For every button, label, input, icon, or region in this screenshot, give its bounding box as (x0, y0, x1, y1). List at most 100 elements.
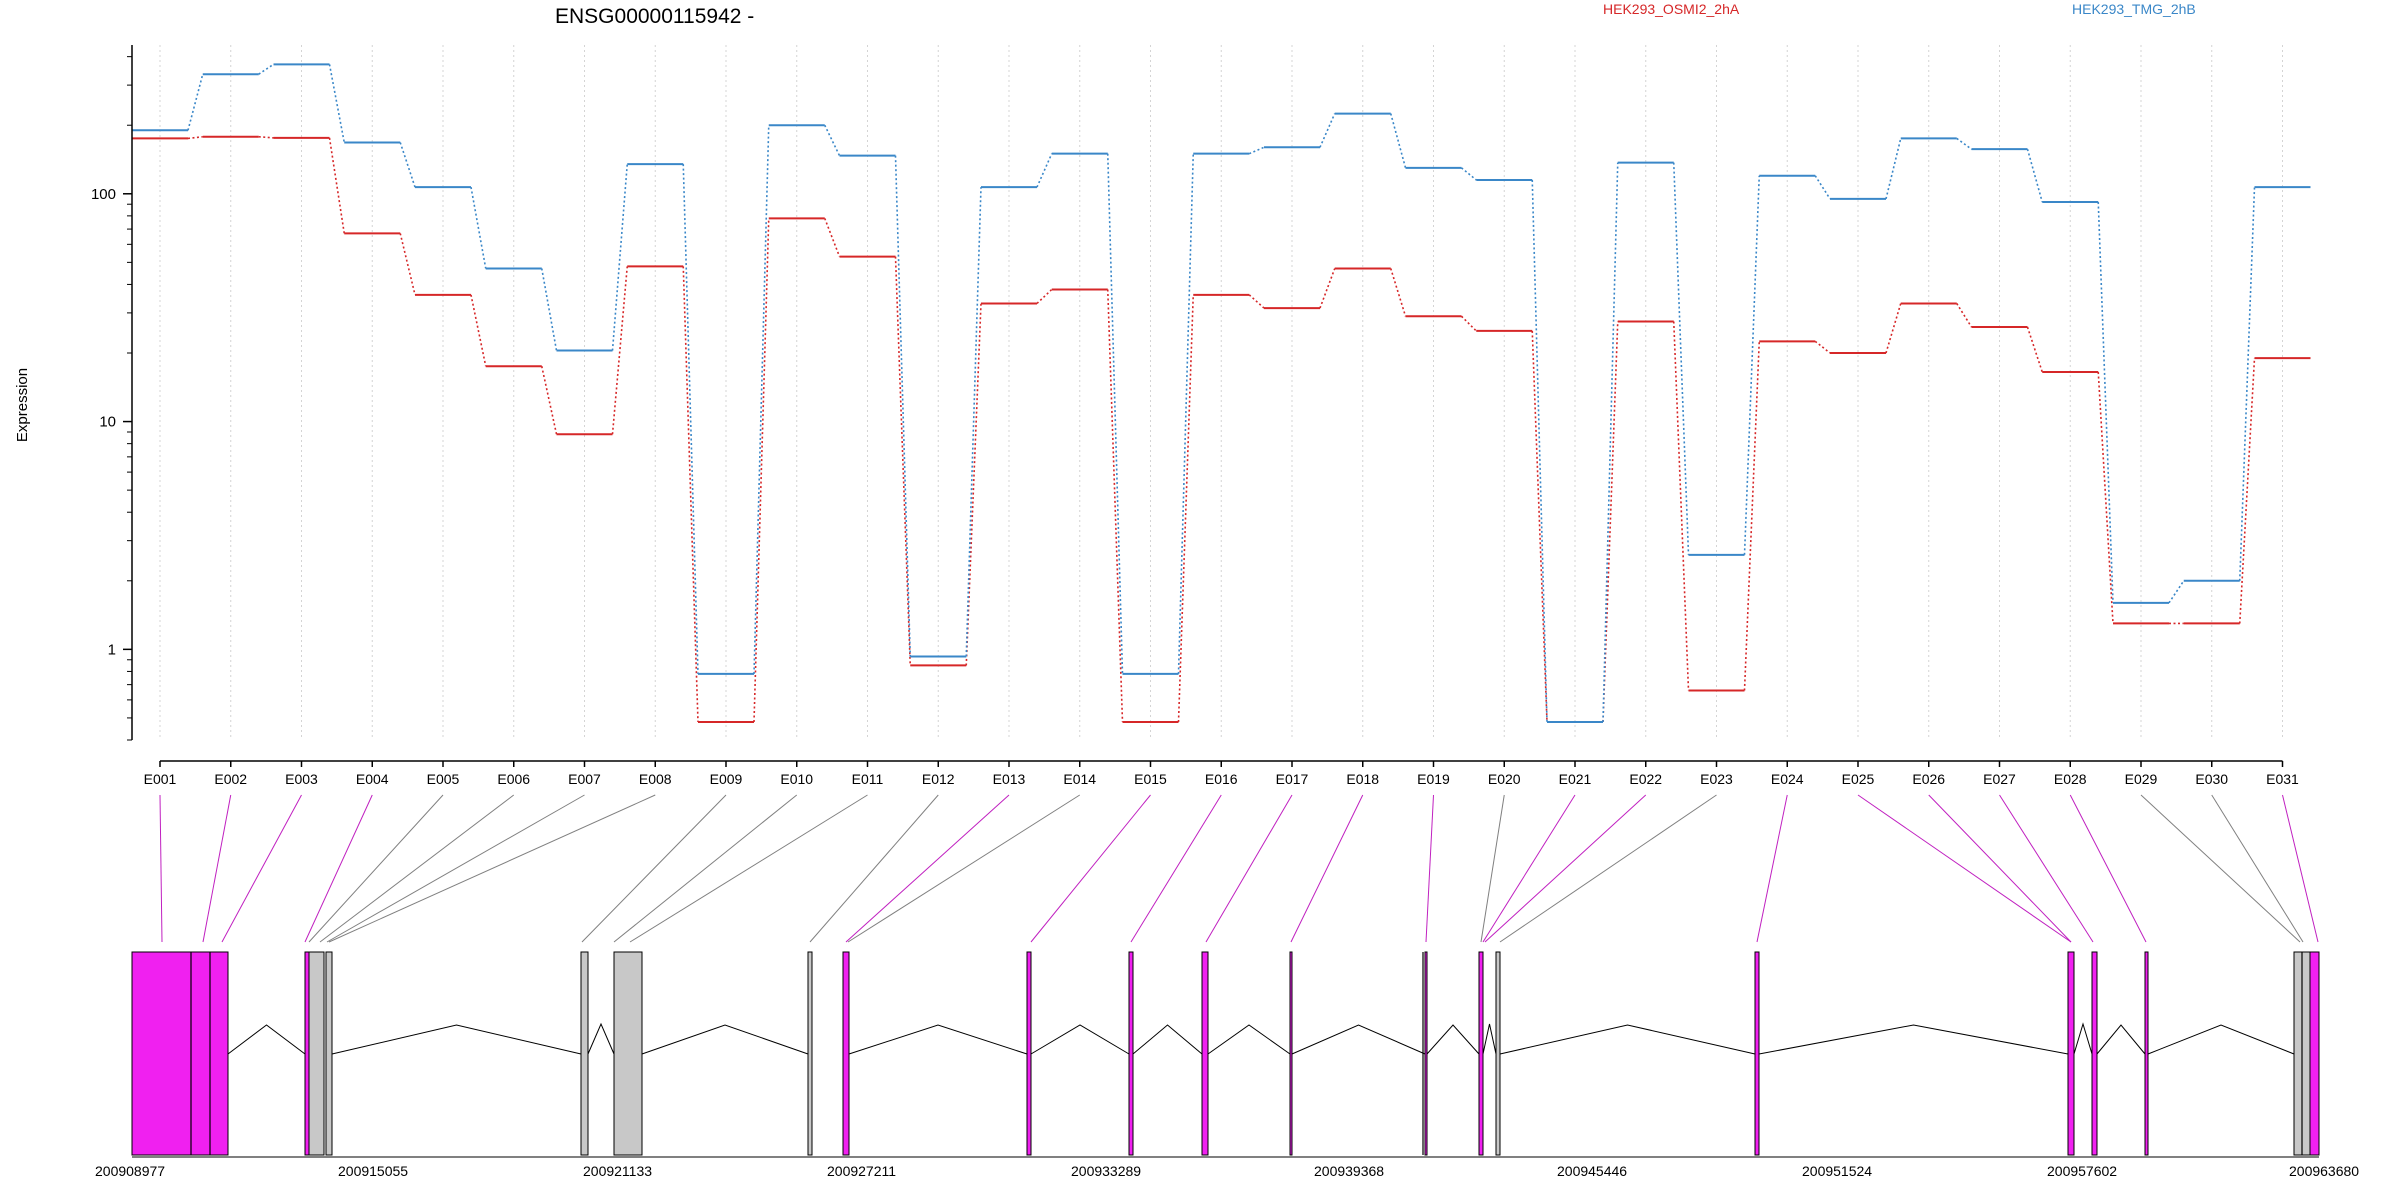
exon-block (131, 951, 229, 1156)
genomic-coordinate-label: 200908977 (95, 1163, 165, 1179)
exon-block (1201, 951, 1209, 1156)
intron-line (587, 1022, 615, 1055)
intron-line (331, 1024, 582, 1055)
x-tick-label: E008 (639, 771, 672, 787)
series-connector (1956, 303, 1973, 328)
exon-block (1026, 951, 1032, 1156)
intron-line (1426, 1024, 1480, 1055)
exon-link-line (2211, 794, 2304, 943)
series-connector (682, 266, 699, 722)
exon-block (807, 951, 813, 1156)
series-connector (824, 218, 841, 257)
exon-block (304, 951, 310, 1156)
x-tick-label: E009 (710, 771, 743, 787)
genomic-coordinate-label: 200951524 (1802, 1163, 1872, 1179)
axes: 1 10 100 E001 E002 E003 E004 E005 E006 E007 E008 E0… (91, 45, 2299, 787)
exon-link-line (1756, 794, 1788, 943)
x-tick-label: E006 (497, 771, 530, 787)
x-tick-label: E028 (2054, 771, 2087, 787)
x-tick-label: E020 (1488, 771, 1521, 787)
exon-connector-lines (159, 794, 2319, 943)
series-connector (1460, 315, 1477, 332)
exon-block (1128, 951, 1134, 1156)
series-connector (894, 155, 912, 657)
series-connector (1814, 340, 1831, 354)
exon-link-line (1499, 794, 1717, 943)
exon-block (2091, 951, 2098, 1156)
x-tick-label: E018 (1346, 771, 1379, 787)
plot-area (132, 63, 2311, 723)
genomic-coordinate-label: 200939368 (1314, 1163, 1384, 1179)
series-connector (1389, 268, 1407, 317)
legend-entry-series-b: HEK293_TMG_2hB (2072, 1, 2196, 17)
series-connector (1106, 153, 1124, 674)
series-connector (470, 186, 487, 269)
series-connector (753, 125, 770, 674)
exon-link-line (1484, 794, 1647, 943)
intron-line (1132, 1024, 1203, 1055)
series-connector (894, 256, 912, 666)
exon-link-line (2140, 794, 2301, 943)
series-connector (258, 63, 274, 75)
series-connector (1956, 137, 1972, 150)
series-connector (2097, 202, 2114, 603)
exon-block (580, 951, 589, 1156)
exon-link-line (308, 794, 444, 943)
intron-line (1030, 1024, 1130, 1055)
intron-line (2073, 1022, 2093, 1055)
intron-line (2096, 1024, 2146, 1055)
genomic-coordinate-label: 200933289 (1071, 1163, 1141, 1179)
exon-link-line (2282, 794, 2319, 943)
x-tick-label: E024 (1771, 771, 1804, 787)
exon-link-line (1130, 794, 1222, 943)
series-connector (1814, 175, 1831, 200)
series-connector (753, 218, 770, 722)
series-connector (540, 268, 558, 351)
intron-line (1482, 1023, 1497, 1055)
exon-link-line (304, 794, 373, 943)
gene-model: 200908977 200915055 200921133 200927211 2009… (95, 951, 2359, 1179)
exon-link-line (1857, 794, 2072, 943)
genomic-coordinate-label: 200915055 (338, 1163, 408, 1179)
series-connector (611, 164, 629, 351)
x-tick-label: E001 (144, 771, 177, 787)
intron-line (2147, 1024, 2295, 1055)
series-connector (1177, 294, 1195, 722)
series-connector (1248, 294, 1265, 309)
x-tick-label: E022 (1629, 771, 1662, 787)
chart-title: ENSG00000115942 - (555, 5, 754, 28)
exon-block (842, 951, 850, 1156)
series-connector (1602, 162, 1619, 722)
series-connector (1177, 153, 1195, 674)
genomic-coordinate-label: 200957602 (2047, 1163, 2117, 1179)
x-tick-label: E030 (2195, 771, 2228, 787)
series-connector (187, 135, 203, 140)
series-connector (965, 187, 982, 657)
series-b (132, 63, 2311, 723)
y-tick-label: 100 (91, 186, 116, 203)
series-connector (1743, 175, 1761, 555)
exon-link-line (809, 794, 939, 943)
genomic-coordinate-label: 200921133 (583, 1163, 652, 1179)
x-tick-label: E017 (1276, 771, 1309, 787)
genomic-coordinate-label: 200945446 (1557, 1163, 1627, 1179)
x-tick-label: E029 (2125, 771, 2158, 787)
exon-block (2309, 951, 2320, 1156)
exon-block (1289, 951, 1293, 1156)
series-a (132, 135, 2311, 723)
exon-link-line (1205, 794, 1293, 943)
series-connector (258, 135, 274, 139)
intron-line (641, 1024, 809, 1055)
series-connector (2026, 148, 2044, 203)
series-connector (1389, 113, 1407, 169)
exon-link-line (1928, 794, 2072, 943)
exon-link-line (845, 794, 1010, 943)
exon-link-line (847, 794, 1081, 943)
series-connector (1319, 113, 1336, 148)
series-connector (2168, 580, 2185, 604)
exon-link-line (221, 794, 302, 943)
genomic-coordinate-label: 200927211 (827, 1163, 896, 1179)
exon-link-line (613, 794, 798, 943)
exon-link-line (159, 794, 163, 943)
